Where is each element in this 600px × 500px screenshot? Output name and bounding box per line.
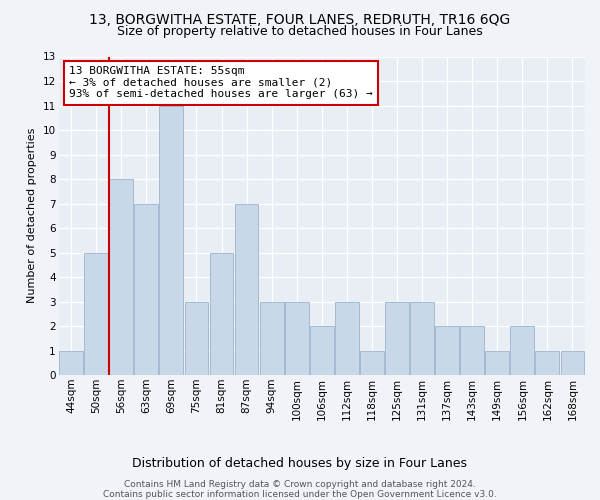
Y-axis label: Number of detached properties: Number of detached properties bbox=[27, 128, 37, 304]
Bar bbox=[285, 302, 308, 375]
Bar bbox=[59, 350, 83, 375]
Bar bbox=[360, 350, 384, 375]
Bar bbox=[235, 204, 259, 375]
Bar bbox=[109, 179, 133, 375]
Text: Contains public sector information licensed under the Open Government Licence v3: Contains public sector information licen… bbox=[103, 490, 497, 499]
Bar bbox=[385, 302, 409, 375]
Bar bbox=[435, 326, 459, 375]
Bar bbox=[460, 326, 484, 375]
Bar bbox=[335, 302, 359, 375]
Bar bbox=[560, 350, 584, 375]
Bar bbox=[535, 350, 559, 375]
Bar bbox=[410, 302, 434, 375]
Bar bbox=[160, 106, 183, 375]
Bar bbox=[84, 252, 108, 375]
Text: Distribution of detached houses by size in Four Lanes: Distribution of detached houses by size … bbox=[133, 458, 467, 470]
Text: 13, BORGWITHA ESTATE, FOUR LANES, REDRUTH, TR16 6QG: 13, BORGWITHA ESTATE, FOUR LANES, REDRUT… bbox=[89, 12, 511, 26]
Bar bbox=[485, 350, 509, 375]
Bar bbox=[511, 326, 534, 375]
Bar bbox=[209, 252, 233, 375]
Text: Contains HM Land Registry data © Crown copyright and database right 2024.: Contains HM Land Registry data © Crown c… bbox=[124, 480, 476, 489]
Bar bbox=[134, 204, 158, 375]
Bar bbox=[310, 326, 334, 375]
Bar bbox=[260, 302, 284, 375]
Text: 13 BORGWITHA ESTATE: 55sqm
← 3% of detached houses are smaller (2)
93% of semi-d: 13 BORGWITHA ESTATE: 55sqm ← 3% of detac… bbox=[69, 66, 373, 100]
Text: Size of property relative to detached houses in Four Lanes: Size of property relative to detached ho… bbox=[117, 25, 483, 38]
Bar bbox=[185, 302, 208, 375]
